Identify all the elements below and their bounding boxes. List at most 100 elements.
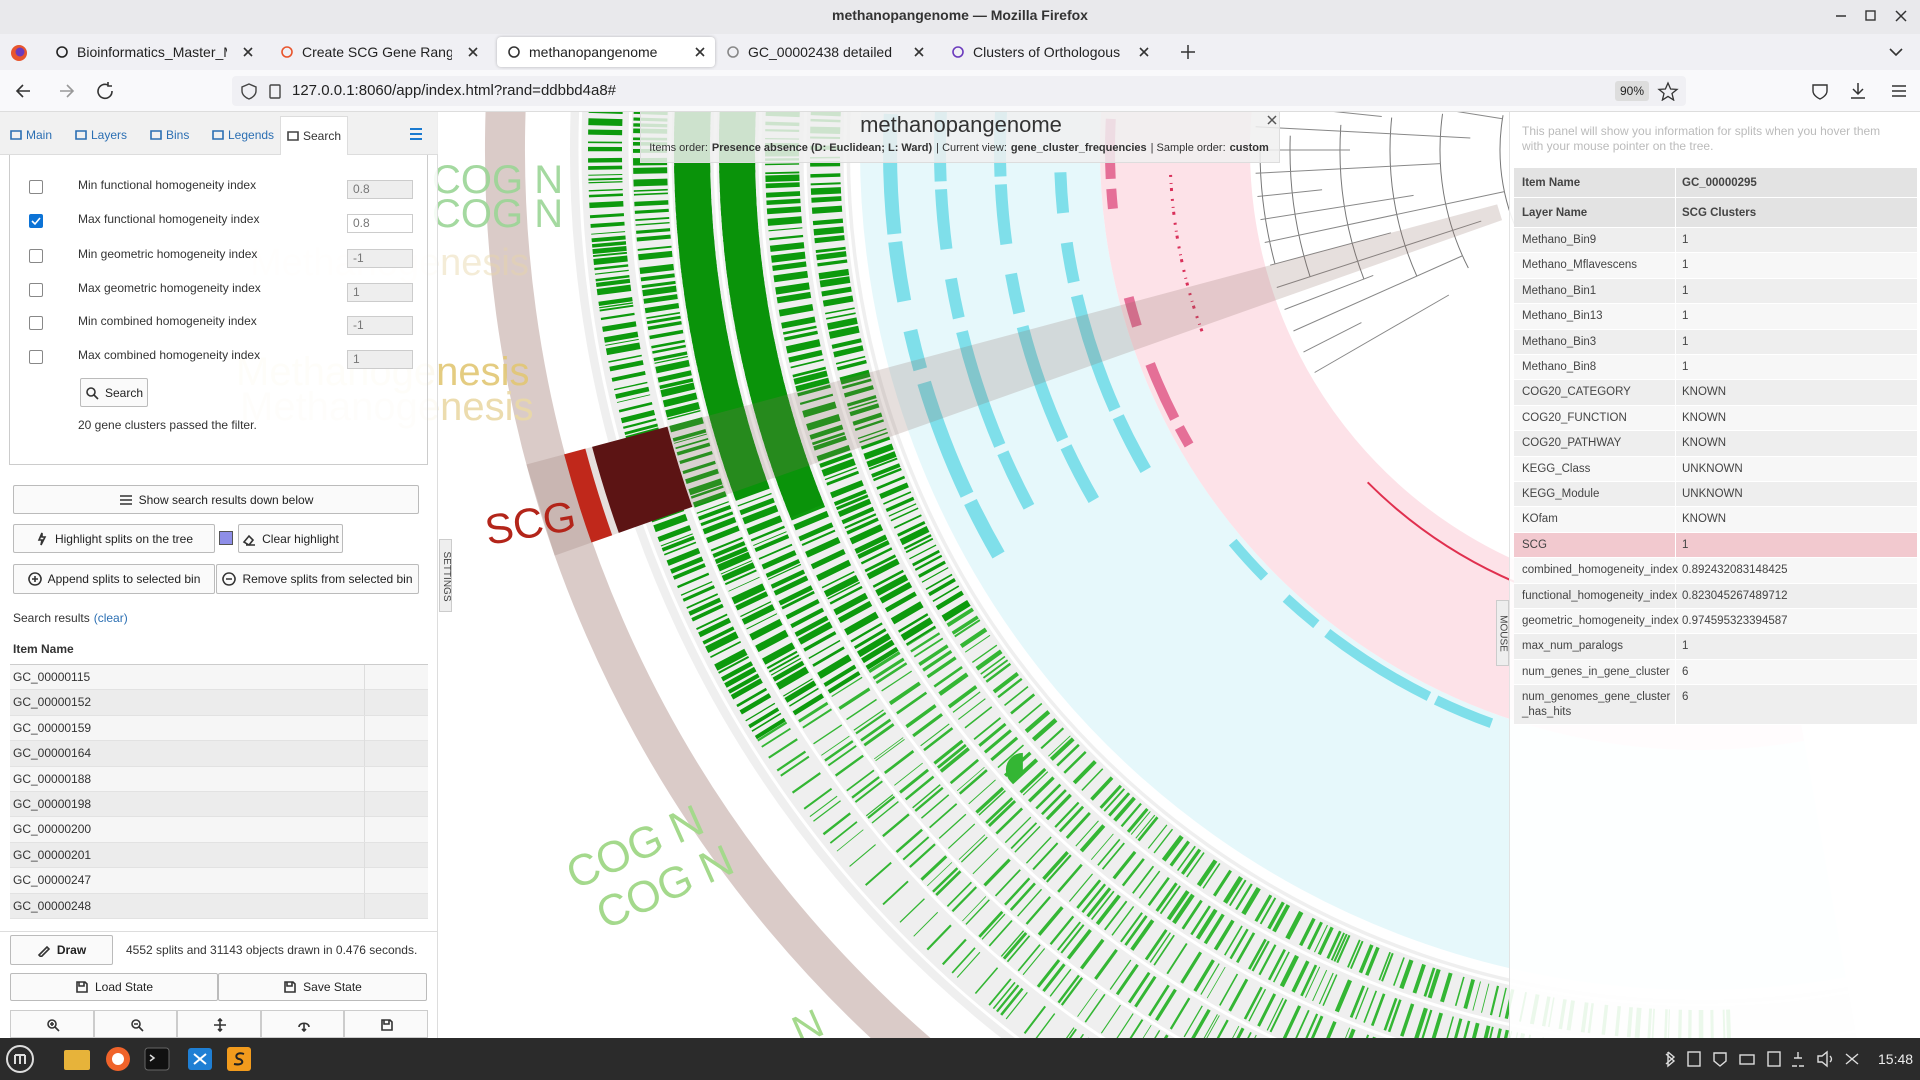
subtitle-label: Items order: <box>649 142 708 154</box>
results-row[interactable]: GC_00000247 <box>10 868 428 894</box>
results-row[interactable]: GC_00000152 <box>10 690 428 716</box>
taskbar-apps[interactable] <box>4 1043 264 1075</box>
tool-button[interactable] <box>260 1010 345 1038</box>
info-value: 1 <box>1682 538 1689 551</box>
results-row[interactable]: GC_00000188 <box>10 766 428 792</box>
results-row[interactable]: GC_00000201 <box>10 842 428 869</box>
panel-tab[interactable]: Layers <box>69 116 139 155</box>
filter-checkbox[interactable] <box>29 283 43 297</box>
panel-menu-icon[interactable] <box>409 127 423 141</box>
panel-tab[interactable]: Legends <box>206 116 276 155</box>
tool-button[interactable] <box>93 1010 178 1038</box>
clear-highlight-button[interactable]: Clear highlight <box>238 524 343 553</box>
panel-tab-icon <box>150 130 162 140</box>
browser-tab[interactable]: Create SCG Gene Range <box>270 37 488 67</box>
site-info-icons <box>241 83 281 100</box>
filter-checkbox[interactable] <box>29 316 43 330</box>
panel-tab[interactable]: Search <box>280 116 348 155</box>
panel-tab[interactable]: Bins <box>144 116 200 155</box>
results-row[interactable]: GC_00000198 <box>10 792 428 818</box>
url-field[interactable]: 127.0.0.1:8060/app/index.html?rand=ddbbd… <box>232 76 1686 106</box>
tool-button[interactable] <box>177 1010 261 1038</box>
mouse-tab[interactable]: MOUSE <box>1496 600 1509 666</box>
results-row[interactable]: GC_00000248 <box>10 893 428 919</box>
results-clear[interactable]: (clear) <box>93 611 128 625</box>
save-state-label: Save State <box>303 980 362 994</box>
filter-checkbox[interactable] <box>29 180 43 194</box>
window-controls[interactable] <box>1820 4 1920 28</box>
zoom-indicator[interactable]: 90% <box>1615 81 1649 101</box>
result-cell-divider <box>364 690 365 716</box>
panel-tabs: Main Layers Bins Legends Search <box>0 112 438 155</box>
filter-input[interactable]: 0.8 <box>347 214 413 233</box>
append-button-icon <box>27 572 42 586</box>
close-title-box[interactable] <box>1266 114 1278 126</box>
results-row[interactable]: GC_00000115 <box>10 665 428 691</box>
tool-icon <box>47 1019 60 1032</box>
tab-favicon <box>508 46 520 58</box>
info-name: COG20_FUNCTION <box>1522 411 1627 424</box>
load-state-button[interactable]: Load State <box>10 973 218 1001</box>
highlight-color[interactable] <box>219 531 233 545</box>
results-title: Search results (clear) <box>13 611 128 625</box>
result-item: GC_00000248 <box>13 898 92 913</box>
browser-tab[interactable]: Bioinformatics_Master_Mo <box>45 37 263 67</box>
show-results-button[interactable]: Show search results down below <box>13 485 419 514</box>
info-name: KEGG_Class <box>1522 462 1591 475</box>
new-tab-button[interactable] <box>1176 40 1200 64</box>
draw-button[interactable]: Draw <box>10 935 113 965</box>
filter-input[interactable]: 1 <box>347 350 413 369</box>
panel-tab-label: Bins <box>166 128 190 142</box>
subtitle-value: gene_cluster_frequencies <box>1010 142 1147 154</box>
remove-button[interactable]: Remove splits from selected bin <box>216 564 419 594</box>
tab-strip: Bioinformatics_Master_Mo Create SCG Gene … <box>0 34 1920 70</box>
bookmark-star[interactable] <box>1657 81 1679 101</box>
browser-tab[interactable]: Clusters of Orthologous Gro <box>941 37 1159 67</box>
filter-input[interactable]: 0.8 <box>347 180 413 199</box>
info-name: Methano_Bin3 <box>1522 335 1597 348</box>
info-value: UNKNOWN <box>1682 488 1743 500</box>
results-row[interactable]: GC_00000200 <box>10 817 428 843</box>
filter-input[interactable]: 1 <box>347 283 413 302</box>
system-tray[interactable] <box>1660 1049 1875 1069</box>
info-name: Item Name <box>1522 177 1581 189</box>
filter-checkbox[interactable] <box>29 249 43 263</box>
cell-divider <box>1675 456 1676 482</box>
info-row: COG20_FUNCTION KNOWN <box>1514 405 1917 432</box>
info-name: Methano_Bin9 <box>1522 234 1597 246</box>
tab-list-button[interactable] <box>1884 40 1908 64</box>
filter-input[interactable]: -1 <box>347 249 413 268</box>
settings-tab[interactable]: SETTINGS <box>439 539 452 612</box>
filter-checkbox[interactable] <box>29 350 43 364</box>
info-row: num_genomes_gene_cluster_has_hits 6 <box>1514 685 1917 726</box>
highlight-button[interactable]: Highlight splits on the tree <box>13 524 215 553</box>
nav-buttons[interactable] <box>10 78 120 104</box>
mouse-tab-label: MOUSE <box>1497 615 1509 652</box>
firefox-menu-icon[interactable] <box>8 42 30 64</box>
results-row[interactable]: GC_00000159 <box>10 715 428 742</box>
result-cell-divider <box>364 842 365 868</box>
cell-divider <box>1675 228 1676 254</box>
browser-tab[interactable]: GC_00002438 detailed <box>716 37 934 67</box>
panel-tab[interactable]: Main <box>4 116 64 155</box>
tool-button[interactable] <box>344 1010 428 1038</box>
filter-input[interactable]: -1 <box>347 316 413 335</box>
scg-layer <box>592 426 693 533</box>
info-value: SCG Clusters <box>1682 207 1757 219</box>
info-value: 0.892432083148425 <box>1682 564 1788 577</box>
append-button[interactable]: Append splits to selected bin <box>13 564 215 594</box>
toolbar-icons[interactable] <box>1808 79 1918 103</box>
save-state-button[interactable]: Save State <box>218 973 427 1001</box>
tree-leaf <box>1303 322 1362 353</box>
filter-checkbox[interactable] <box>29 214 43 228</box>
search-button[interactable]: Search <box>80 378 148 407</box>
gene-layer <box>719 112 824 518</box>
cell-divider <box>1675 609 1676 635</box>
browser-tab[interactable]: methanopangenome <box>497 37 715 67</box>
draw-bar: Draw 4552 splits and 31143 objects drawn … <box>0 931 438 967</box>
results-row[interactable]: GC_00000164 <box>10 741 428 767</box>
tree-leaf <box>1257 189 1323 198</box>
tool-icon <box>297 1022 310 1032</box>
info-value: 6 <box>1682 665 1689 678</box>
tool-button[interactable] <box>10 1010 94 1038</box>
